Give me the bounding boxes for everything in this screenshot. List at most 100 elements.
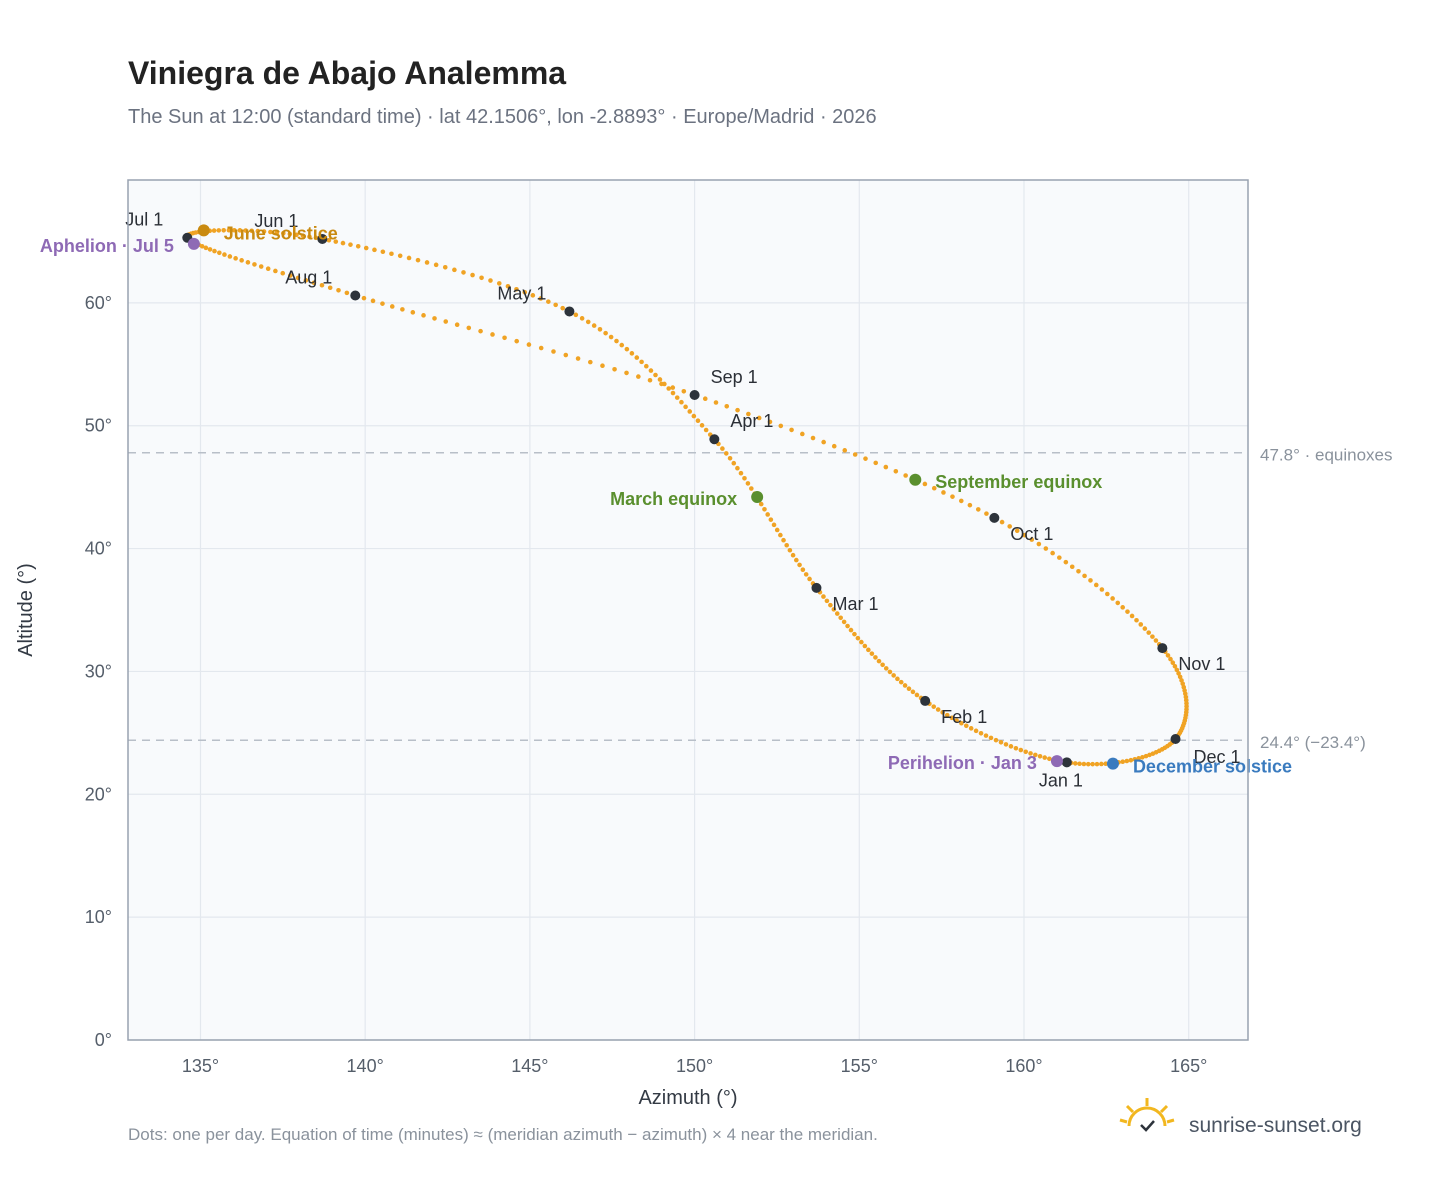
daily-dot — [258, 264, 264, 269]
daily-dot — [490, 332, 495, 337]
daily-dot — [355, 243, 361, 249]
x-tick-label: 135° — [182, 1056, 219, 1076]
daily-dot — [1082, 573, 1087, 579]
daily-dot — [344, 290, 350, 296]
daily-dot — [758, 501, 764, 507]
daily-dot — [1037, 754, 1043, 759]
daily-dot — [973, 728, 979, 734]
daily-dot — [1174, 667, 1180, 673]
daily-dot — [778, 532, 783, 538]
daily-dot — [634, 355, 640, 360]
daily-dot — [372, 247, 377, 253]
daily-dot — [311, 280, 317, 286]
y-tick-label: 40° — [85, 539, 112, 559]
daily-dot — [1134, 617, 1139, 623]
daily-dot — [1129, 613, 1135, 619]
daily-dot — [891, 673, 896, 678]
daily-dot — [821, 594, 826, 599]
daily-dot — [288, 273, 293, 278]
daily-dot — [670, 385, 676, 390]
daily-dot — [624, 370, 629, 376]
daily-dot — [1014, 528, 1020, 534]
daily-dot — [738, 470, 744, 476]
daily-dot — [514, 338, 520, 344]
daily-dot — [699, 423, 705, 428]
daily-dot — [421, 313, 426, 318]
reference-line-label: 47.8° · equinoxes — [1260, 446, 1393, 465]
daily-dot — [862, 643, 868, 649]
daily-dot — [848, 627, 854, 633]
x-tick-label: 165° — [1170, 1056, 1207, 1076]
y-axis-title: Altitude (°) — [15, 563, 37, 657]
daily-dot — [336, 288, 341, 293]
month-label: Mar 1 — [832, 594, 878, 614]
daily-dot — [648, 368, 654, 373]
daily-dot — [876, 658, 882, 664]
daily-dot — [624, 346, 630, 352]
daily-dot — [831, 607, 837, 612]
daily-dot — [294, 232, 299, 238]
month-label: Apr 1 — [730, 411, 773, 431]
daily-dot — [252, 262, 257, 267]
daily-dot — [1090, 761, 1095, 767]
daily-dot — [963, 723, 969, 729]
daily-dot — [443, 319, 449, 324]
daily-dot — [644, 363, 649, 369]
daily-dot — [999, 519, 1005, 525]
daily-dot — [470, 272, 475, 278]
daily-dot — [1153, 638, 1159, 643]
daily-dot — [674, 395, 680, 400]
daily-dot — [217, 250, 222, 256]
y-tick-label: 30° — [85, 661, 112, 681]
event-label: Aphelion · Jul 5 — [40, 236, 174, 256]
x-tick-label: 155° — [841, 1056, 878, 1076]
daily-dot — [883, 464, 889, 470]
daily-dot — [207, 247, 213, 252]
daily-dot — [794, 557, 799, 563]
month-marker — [1170, 734, 1181, 744]
daily-dot — [1081, 761, 1087, 767]
daily-dot — [313, 235, 319, 241]
daily-dot — [1176, 671, 1181, 676]
daily-dot — [461, 270, 466, 275]
daily-dot — [1063, 559, 1069, 565]
daily-dot — [479, 275, 484, 281]
daily-dot — [560, 305, 566, 311]
daily-dot — [657, 377, 663, 382]
event-label: December solstice — [1133, 757, 1292, 777]
daily-dot — [287, 231, 293, 237]
daily-dot — [222, 252, 227, 257]
month-marker — [564, 306, 575, 317]
daily-dot — [361, 295, 367, 301]
daily-dot — [778, 423, 784, 429]
daily-dot — [941, 490, 946, 495]
x-tick-label: 145° — [511, 1056, 548, 1076]
event-marker — [197, 224, 210, 237]
daily-dot — [1099, 587, 1105, 592]
month-label: Feb 1 — [941, 707, 987, 727]
daily-dot — [742, 476, 747, 481]
y-tick-label: 20° — [85, 784, 112, 804]
axis-ticks: 135° 140° 145° 150° 155° 160° 165° 0° 10° 20° 30° 4… — [85, 293, 1208, 1076]
daily-dot — [237, 228, 243, 233]
daily-dot — [424, 260, 430, 265]
daily-dot — [1120, 605, 1126, 610]
chart-title: Viniegra de Abajo Analemma — [128, 55, 566, 91]
y-tick-label: 10° — [85, 907, 112, 927]
daily-dot — [389, 251, 394, 257]
daily-dot — [488, 278, 493, 283]
daily-dot — [935, 707, 941, 712]
daily-dot — [597, 327, 603, 332]
daily-dot — [573, 312, 579, 318]
daily-dot — [363, 245, 369, 251]
daily-dot — [893, 468, 899, 474]
daily-dot — [1138, 622, 1144, 627]
daily-dot — [774, 527, 780, 533]
daily-dot — [1128, 757, 1134, 763]
month-marker — [1157, 643, 1168, 654]
daily-dot — [333, 239, 339, 244]
daily-dot — [326, 237, 332, 243]
grid — [128, 180, 1248, 1041]
daily-dot — [1033, 752, 1038, 758]
month-label: Nov 1 — [1178, 654, 1225, 674]
